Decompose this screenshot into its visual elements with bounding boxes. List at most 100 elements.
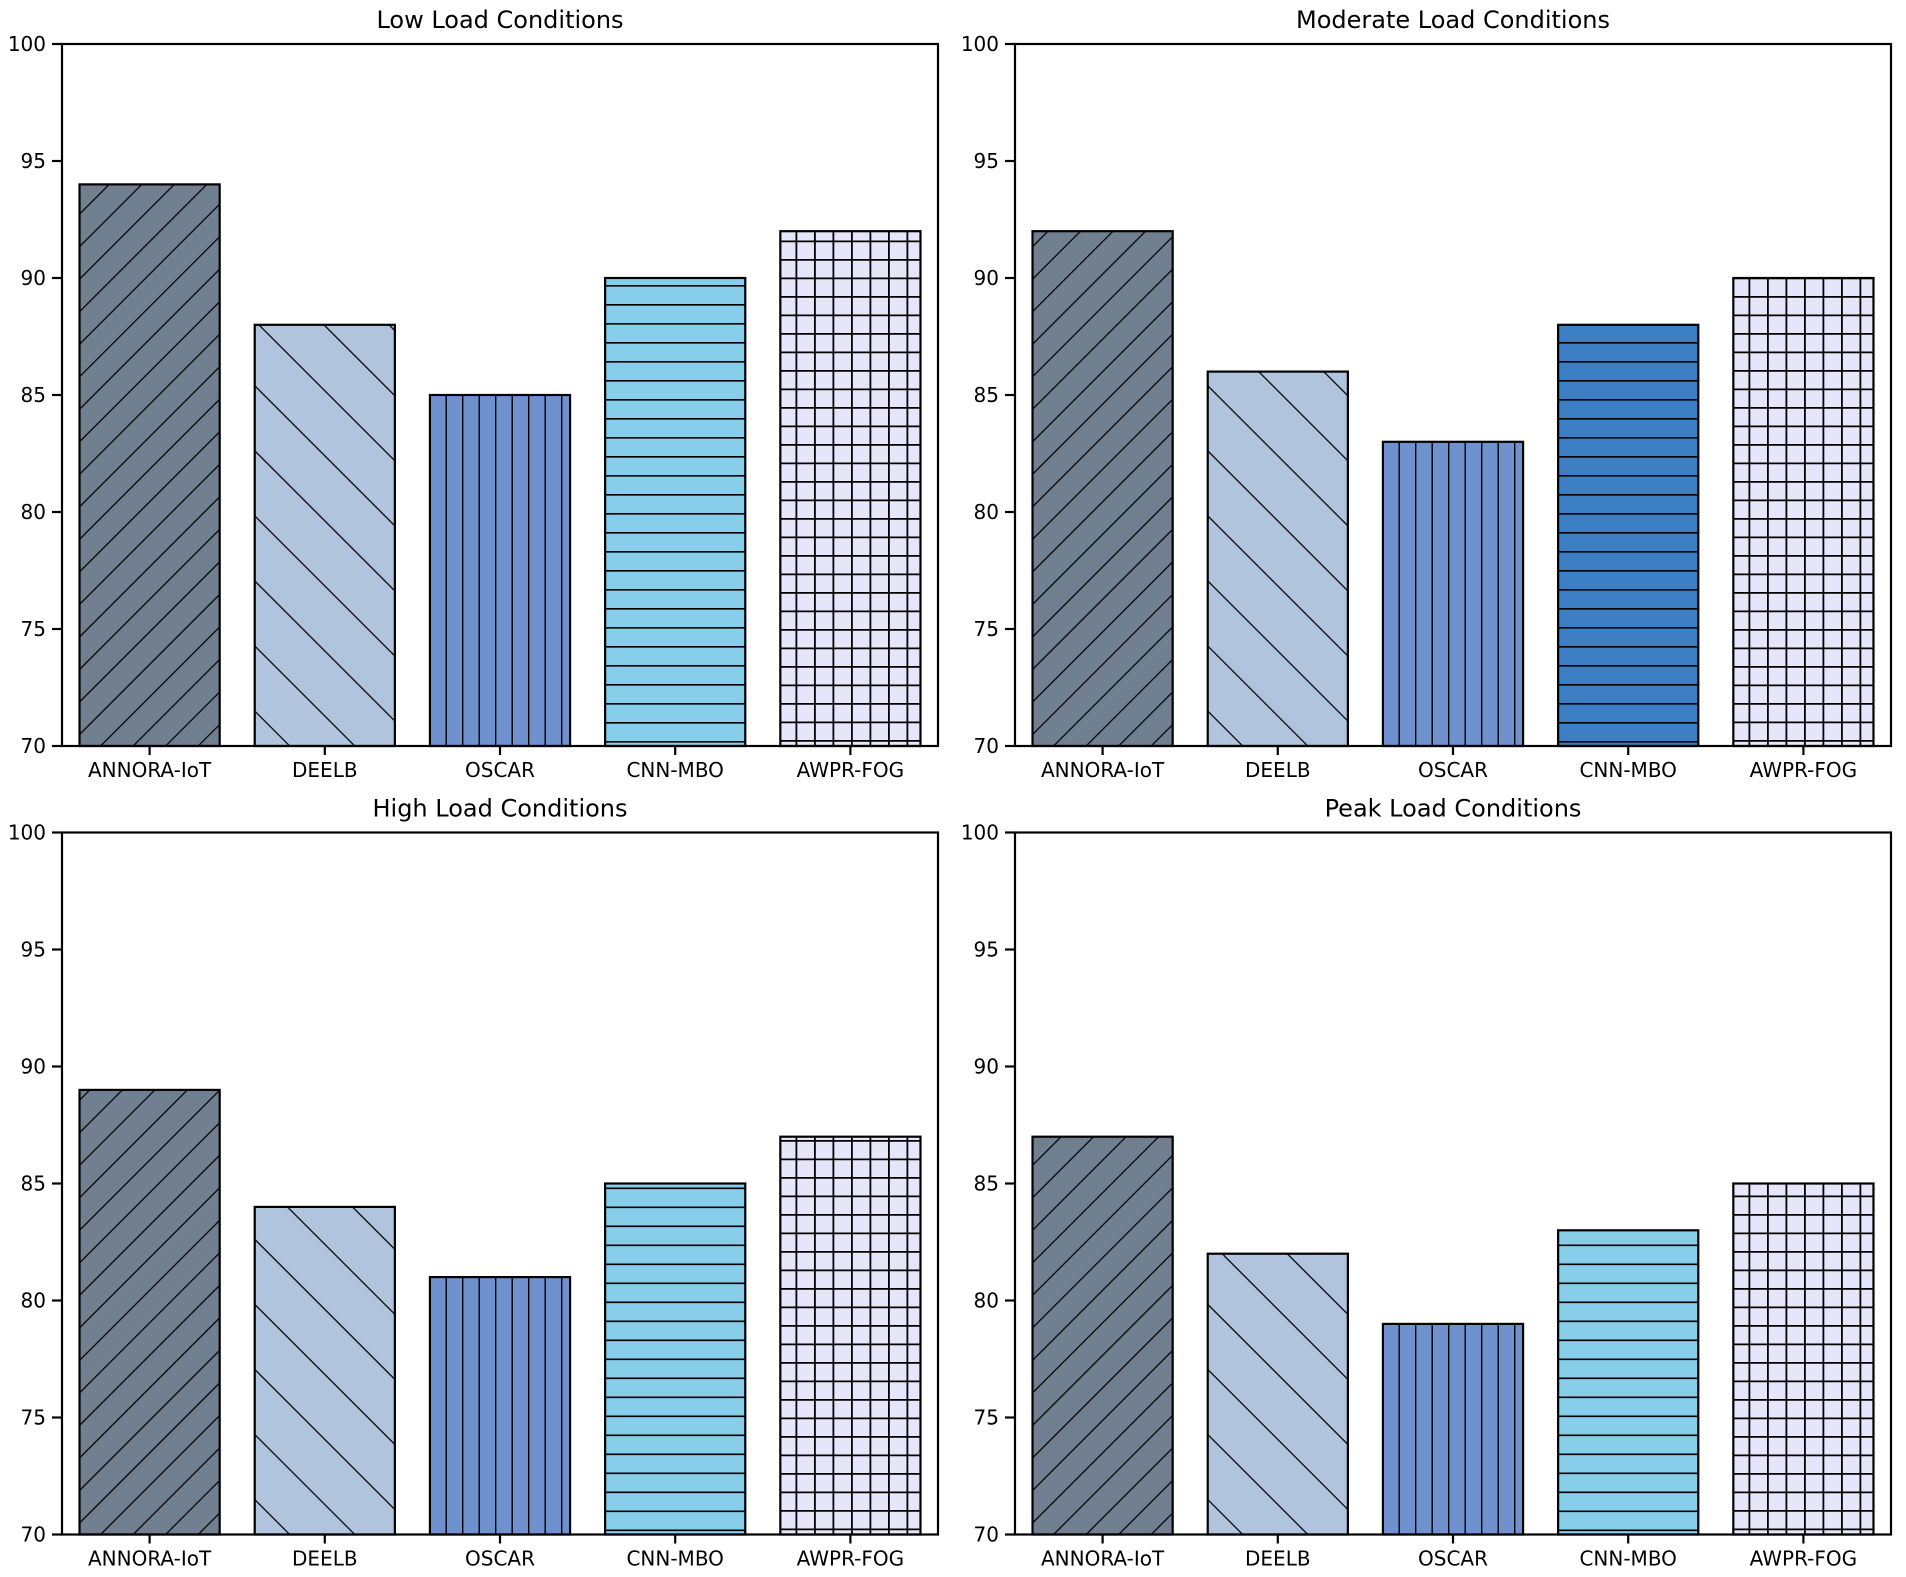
bar-hatch: [1558, 324, 1699, 746]
bar-deelb: [253, 1205, 396, 1536]
y-tick-label: 100: [961, 32, 999, 56]
x-tick-label: CNN-MBO: [1579, 1547, 1676, 1571]
y-tick-label: 85: [21, 1171, 46, 1195]
x-tick-label: ANNORA-IoT: [88, 1547, 212, 1571]
bar-hatch: [605, 278, 746, 746]
bar-hatch: [605, 1183, 746, 1535]
bar-cnn-mbo: [1557, 1229, 1700, 1536]
x-tick-label: AWPR-FOG: [1750, 758, 1857, 782]
bar-cnn-mbo: [604, 276, 747, 748]
y-tick-label: 90: [21, 266, 46, 290]
x-tick-label: CNN-MBO: [1579, 758, 1676, 782]
y-tick-label: 70: [974, 1522, 999, 1546]
y-tick-label: 75: [21, 617, 46, 641]
bar-hatch: [1733, 1183, 1874, 1535]
y-tick-label: 85: [974, 1171, 999, 1195]
x-tick-label: ANNORA-IoT: [88, 758, 212, 782]
bar-hatch: [1032, 231, 1173, 746]
bar-deelb: [253, 323, 396, 748]
bar-hatch: [1207, 371, 1348, 746]
x-tick-label: OSCAR: [465, 1547, 535, 1571]
bar-hatch: [79, 1089, 220, 1535]
bar-hatch: [780, 1136, 921, 1535]
bar-annora-iot: [78, 1088, 221, 1536]
bar-cnn-mbo: [1557, 323, 1700, 748]
x-tick-label: OSCAR: [1418, 758, 1488, 782]
bar-hatch: [429, 1277, 571, 1535]
subplot-moderate-load: 70 75 80 85 90 95 100 ANNORA-IoT DEELB OSCAR CNN-M…: [953, 0, 1906, 788]
x-tick-label: CNN-MBO: [626, 1547, 723, 1571]
x-tick-label: DEELB: [292, 1547, 358, 1571]
y-tick-label: 85: [974, 383, 999, 407]
x-tick-label: DEELB: [1245, 758, 1311, 782]
x-tick-label: ANNORA-IoT: [1041, 758, 1165, 782]
x-tick-label: DEELB: [292, 758, 358, 782]
chart-low-load: 70 75 80 85 90 95 100 ANNORA-IoT DEELB OSCAR CNN-M…: [8, 6, 940, 782]
bar-deelb: [1206, 1252, 1349, 1536]
y-tick-label: 90: [974, 266, 999, 290]
x-tick-label: AWPR-FOG: [1750, 1547, 1857, 1571]
y-tick-label: 75: [974, 1405, 999, 1429]
subplot-high-load: 70 75 80 85 90 95 100 ANNORA-IoT DEELB OSCAR CNN-M…: [0, 788, 953, 1577]
chart-moderate-load: 70 75 80 85 90 95 100 ANNORA-IoT DEELB OSCAR CNN-M…: [961, 6, 1893, 782]
x-tick-label: AWPR-FOG: [797, 758, 904, 782]
bar-hatch: [1558, 1230, 1699, 1535]
y-tick-label: 100: [8, 820, 46, 844]
bar-awpr-fog: [779, 1135, 922, 1536]
y-tick-label: 90: [21, 1054, 46, 1078]
y-tick-label: 75: [21, 1405, 46, 1429]
y-tick-label: 100: [8, 32, 46, 56]
chart-high-load: 70 75 80 85 90 95 100 ANNORA-IoT DEELB OSCAR CNN-M…: [8, 795, 940, 1571]
bar-hatch: [254, 1206, 395, 1535]
bar-awpr-fog: [1732, 1182, 1875, 1536]
bar-annora-iot: [1031, 1135, 1174, 1536]
bar-oscar: [428, 1276, 572, 1536]
bar-awpr-fog: [1732, 276, 1875, 748]
y-tick-label: 95: [21, 149, 46, 173]
x-tick-label: ANNORA-IoT: [1041, 1547, 1165, 1571]
y-tick-label: 100: [961, 820, 999, 844]
bar-hatch: [254, 324, 395, 746]
bar-hatch: [1032, 1136, 1173, 1535]
chart-title: Low Load Conditions: [376, 6, 623, 34]
y-tick-label: 70: [974, 734, 999, 758]
bar-cnn-mbo: [604, 1182, 747, 1536]
x-tick-label: CNN-MBO: [626, 758, 723, 782]
x-tick-label: OSCAR: [1418, 1547, 1488, 1571]
chart-title: Peak Load Conditions: [1325, 795, 1582, 823]
y-tick-label: 80: [21, 500, 46, 524]
y-tick-label: 80: [974, 1288, 999, 1312]
bar-oscar: [1381, 1322, 1525, 1536]
bar-hatch: [79, 184, 220, 746]
bar-deelb: [1206, 370, 1349, 748]
x-tick-label: DEELB: [1245, 1547, 1311, 1571]
bar-hatch: [1382, 441, 1524, 746]
y-tick-label: 95: [974, 937, 999, 961]
y-tick-label: 70: [21, 734, 46, 758]
bar-hatch: [1382, 1323, 1524, 1535]
bar-hatch: [1733, 278, 1874, 746]
y-tick-label: 70: [21, 1522, 46, 1546]
y-tick-label: 80: [21, 1288, 46, 1312]
bar-hatch: [780, 231, 921, 746]
y-tick-label: 95: [21, 937, 46, 961]
y-tick-label: 90: [974, 1054, 999, 1078]
bar-hatch: [429, 395, 571, 746]
y-tick-label: 80: [974, 500, 999, 524]
chart-peak-load: 70 75 80 85 90 95 100 ANNORA-IoT DEELB OSCAR CNN-M…: [961, 795, 1893, 1571]
bar-hatch: [1207, 1253, 1348, 1535]
y-tick-label: 95: [974, 149, 999, 173]
y-tick-label: 75: [974, 617, 999, 641]
subplot-peak-load: 70 75 80 85 90 95 100 ANNORA-IoT DEELB OSCAR CNN-M…: [953, 788, 1906, 1577]
chart-title: High Load Conditions: [372, 795, 627, 823]
x-tick-label: AWPR-FOG: [797, 1547, 904, 1571]
y-tick-label: 85: [21, 383, 46, 407]
subplot-low-load: 70 75 80 85 90 95 100 ANNORA-IoT DEELB OSCAR CNN-M…: [0, 0, 953, 788]
x-tick-label: OSCAR: [465, 758, 535, 782]
bar-awpr-fog: [779, 230, 922, 748]
chart-title: Moderate Load Conditions: [1296, 6, 1610, 34]
bar-annora-iot: [1031, 230, 1174, 748]
bar-annora-iot: [78, 183, 221, 748]
bar-oscar: [1381, 440, 1525, 748]
